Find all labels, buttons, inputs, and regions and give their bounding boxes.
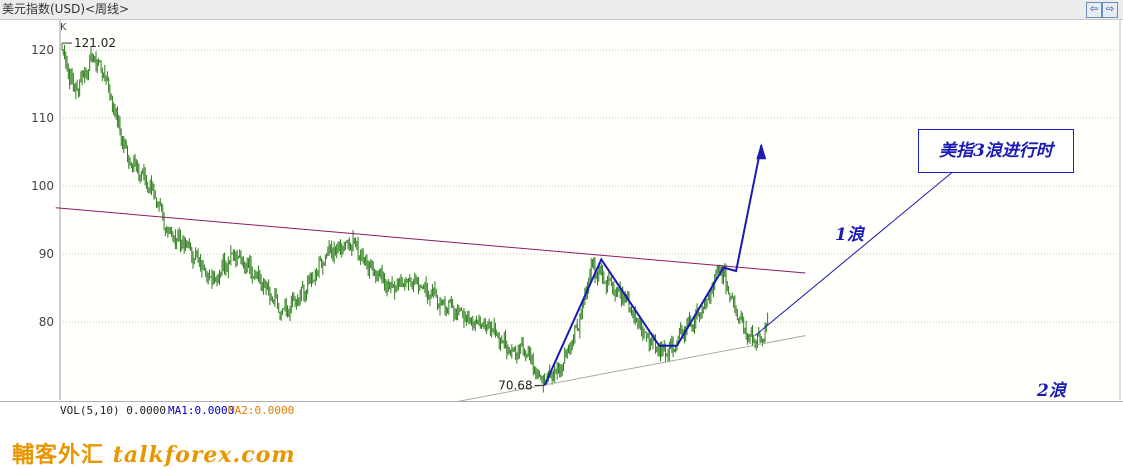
wave3-note-box: 美指3浪进行时 xyxy=(918,129,1074,173)
price-chart[interactable]: 120 110 100 90 80 121.02 70.68 xyxy=(0,0,1123,417)
plot-area xyxy=(60,20,1120,400)
brand-watermark: 輔客外汇 talkforex.com xyxy=(12,437,296,469)
high-value-label: 121.02 xyxy=(74,36,116,50)
wave1-label: 1浪 xyxy=(835,225,864,245)
note-leader-line xyxy=(754,169,956,336)
wave-path xyxy=(543,145,763,386)
y-tick-label: 110 xyxy=(31,111,54,125)
window-title-bar: 美元指数(USD)<周线> ⇦ ⇨ xyxy=(0,0,1123,20)
indicator-label: K xyxy=(60,22,67,33)
next-period-button[interactable]: ⇨ xyxy=(1102,2,1118,18)
y-tick-label: 80 xyxy=(39,315,54,329)
low-value-label: 70.68 xyxy=(498,378,532,392)
support-trendline xyxy=(446,335,806,405)
brand-chinese: 輔客外汇 xyxy=(12,442,105,468)
wave2-label: 2浪 xyxy=(1037,381,1066,401)
footer xyxy=(0,417,1123,468)
volume-label: VOL(5,10) 0.0000 xyxy=(60,404,166,417)
prev-period-button[interactable]: ⇦ xyxy=(1086,2,1102,18)
wave-arrowhead xyxy=(756,143,767,160)
y-tick-label: 120 xyxy=(31,43,54,57)
y-tick-label: 90 xyxy=(39,247,54,261)
y-tick-label: 100 xyxy=(31,179,54,193)
ma1-label: MA1:0.0000 xyxy=(168,404,235,417)
resistance-trendline xyxy=(55,207,806,274)
volume-info-bar: VOL(5,10) 0.0000 MA1:0.0000 MA2:0.0000 xyxy=(0,401,1123,417)
ma2-label: MA2:0.0000 xyxy=(228,404,295,417)
window-title: 美元指数(USD)<周线> xyxy=(2,2,130,16)
brand-url: talkforex.com xyxy=(112,442,296,468)
